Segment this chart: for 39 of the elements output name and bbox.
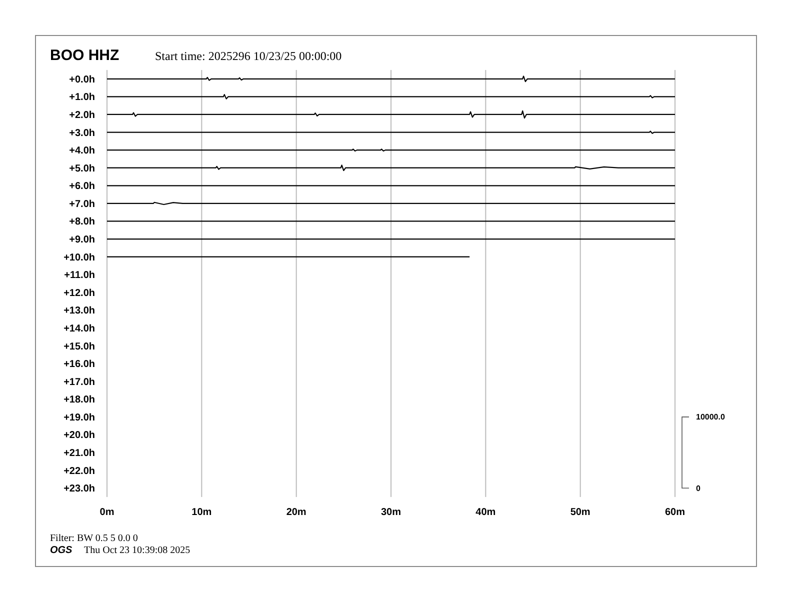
x-tick-label: 20m (286, 507, 306, 518)
y-tick-label: +21.0h (64, 448, 95, 460)
text: 0 (696, 484, 701, 493)
chart-subtitle: Start time: 2025296 10/23/25 00:00:00 (155, 49, 342, 63)
y-tick-label: +10.0h (64, 252, 95, 264)
y-tick-label: +15.0h (64, 341, 95, 352)
y-tick-label: +13.0h (64, 306, 95, 317)
y-tick-label: +7.0h (69, 198, 95, 210)
y-tick-label: +17.0h (64, 376, 95, 388)
text: 10000.0 (696, 412, 726, 422)
y-tick-label: +4.0h (69, 146, 95, 157)
text: Thu Oct 23 10:39:08 2025 (84, 545, 190, 556)
y-tick-label: +3.0h (69, 128, 95, 139)
y-tick-label: +2.0h (69, 110, 95, 121)
y-tick-label: +5.0h (69, 163, 95, 174)
x-tick-label: 10m (192, 507, 212, 518)
y-tick-label: +14.0h (64, 323, 95, 334)
x-tick-label: 50m (570, 507, 590, 518)
x-tick-label: 60m (664, 507, 686, 518)
y-tick-label: +0.0h (69, 74, 95, 86)
y-tick-label: +18.0h (64, 394, 95, 406)
y-tick-label: +22.0h (64, 466, 95, 477)
y-tick-label: +6.0h (69, 181, 95, 192)
x-tick-label: 40m (476, 507, 496, 518)
y-tick-label: +19.0h (64, 412, 95, 424)
text: OGS (50, 545, 73, 556)
y-tick-label: +12.0h (64, 288, 95, 299)
line-series (106, 110, 676, 119)
y-tick-label: +16.0h (64, 359, 95, 370)
y-tick-label: +8.0h (69, 216, 95, 228)
y-tick-label: +23.0h (64, 484, 95, 495)
y-tick-label: +20.0h (64, 430, 95, 442)
y-tick-label: +11.0h (64, 270, 95, 282)
x-tick-label: 0m (100, 507, 114, 518)
chart-title: BOO HHZ (50, 47, 120, 64)
text: Filter: BW 0.5 5 0.0 0 (50, 533, 138, 544)
x-tick-label: 30m (380, 507, 402, 518)
y-tick-label: +1.0h (69, 92, 95, 104)
y-tick-label: +9.0h (69, 234, 95, 246)
